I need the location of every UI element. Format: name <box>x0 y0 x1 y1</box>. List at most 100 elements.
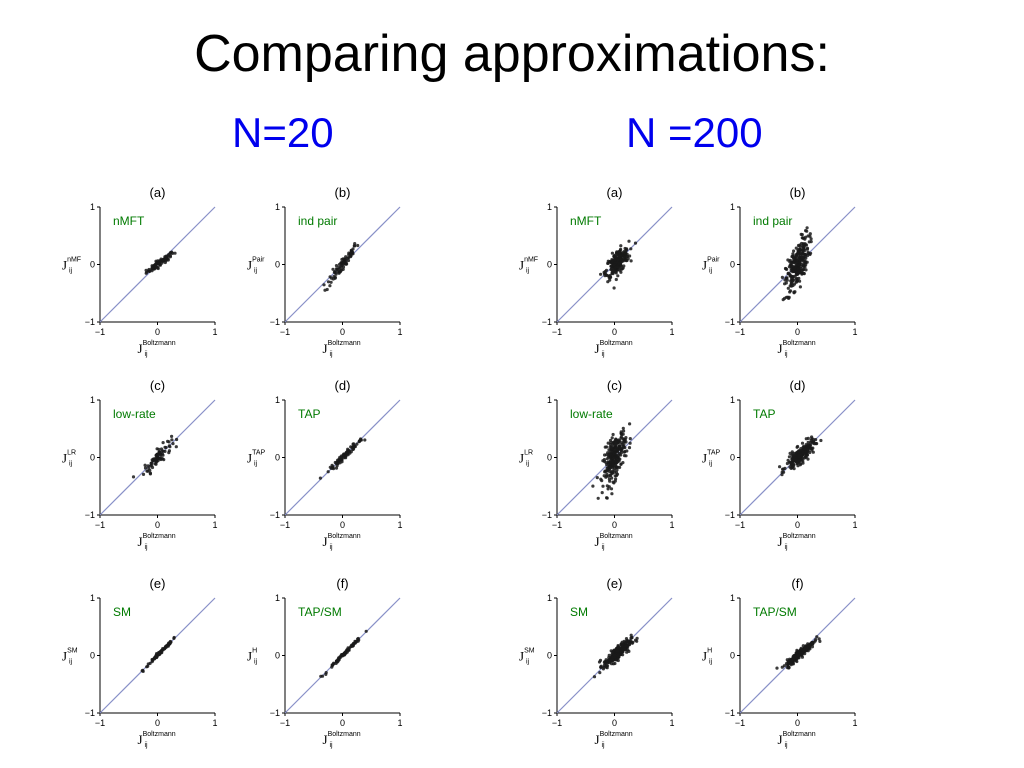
data-point <box>616 654 620 658</box>
data-point <box>326 280 331 284</box>
data-point <box>804 268 808 272</box>
point-cloud <box>775 635 822 670</box>
data-point <box>612 458 617 462</box>
data-point <box>348 451 352 455</box>
data-point <box>322 283 326 287</box>
data-point <box>171 442 175 446</box>
data-point <box>612 286 616 290</box>
data-point <box>801 450 805 455</box>
data-point <box>806 643 810 648</box>
data-point <box>792 654 796 658</box>
data-point <box>629 247 633 251</box>
x-tick-label: 1 <box>852 327 857 337</box>
x-axis-label: JBoltzmann <box>323 731 361 747</box>
data-point <box>811 437 815 441</box>
y-tick-label: 0 <box>730 260 735 270</box>
y-axis-label: JPair <box>247 257 265 273</box>
y-tick-label: −1 <box>725 708 735 718</box>
data-point <box>618 447 623 451</box>
data-point <box>351 446 356 450</box>
data-point <box>628 441 632 445</box>
data-point <box>344 650 348 654</box>
method-label: ind pair <box>753 214 792 228</box>
data-point <box>627 446 632 450</box>
data-point <box>619 436 623 440</box>
data-point <box>346 447 350 451</box>
point-cloud <box>131 434 179 479</box>
data-point <box>602 660 607 665</box>
data-point <box>143 466 148 470</box>
data-point <box>792 467 796 471</box>
data-point <box>808 443 812 447</box>
data-point <box>795 462 799 466</box>
x-axis-label-sub: ij <box>785 544 789 551</box>
data-point <box>346 258 351 263</box>
data-point <box>615 250 619 254</box>
x-axis-label: JBoltzmann <box>323 340 361 356</box>
y-axis-label: JTAP <box>702 450 720 466</box>
data-point <box>810 645 815 649</box>
data-point <box>800 272 804 276</box>
x-axis-label-sub: ij <box>145 742 149 749</box>
data-point <box>800 248 804 252</box>
data-point <box>329 280 333 284</box>
data-point <box>610 436 614 440</box>
x-axis-label: JBoltzmann <box>323 533 361 549</box>
x-tick-label: −1 <box>95 327 105 337</box>
data-point <box>328 284 332 288</box>
data-point <box>607 468 611 472</box>
data-point <box>805 646 809 650</box>
x-tick-label: 1 <box>397 327 402 337</box>
data-point <box>622 450 626 454</box>
data-point <box>158 262 162 266</box>
data-point <box>789 662 793 666</box>
data-point <box>624 259 628 263</box>
data-point <box>601 484 605 488</box>
data-point <box>615 455 620 459</box>
x-axis-label: JBoltzmann <box>778 731 816 747</box>
data-point <box>344 452 349 456</box>
y-tick-label: −1 <box>270 317 280 327</box>
data-point <box>620 649 624 653</box>
data-point <box>339 268 344 272</box>
data-point <box>792 266 797 270</box>
data-point <box>613 661 617 666</box>
data-point <box>804 437 808 441</box>
x-tick-label: 1 <box>397 718 402 728</box>
data-point <box>598 671 602 675</box>
data-point <box>811 441 816 445</box>
x-axis-label: JBoltzmann <box>595 340 633 356</box>
data-point <box>605 274 610 278</box>
data-point <box>622 429 626 433</box>
method-label: nMFT <box>570 214 602 228</box>
data-point <box>633 241 638 245</box>
data-point <box>616 465 620 469</box>
data-point <box>161 441 165 445</box>
data-point <box>171 251 175 255</box>
data-point <box>791 458 796 462</box>
y-tick-label: 1 <box>275 395 280 405</box>
x-axis-label-sub: ij <box>602 351 606 358</box>
data-point <box>785 267 789 271</box>
data-point <box>324 672 328 677</box>
x-tick-label: −1 <box>280 327 290 337</box>
data-point <box>339 456 343 460</box>
data-point <box>784 276 789 280</box>
data-point <box>797 271 801 275</box>
data-point <box>800 441 805 445</box>
data-point <box>613 258 617 262</box>
data-point <box>140 669 144 673</box>
data-point <box>353 242 357 246</box>
data-point <box>798 268 802 272</box>
data-point <box>612 653 616 657</box>
data-point <box>335 660 339 664</box>
data-point <box>786 258 790 262</box>
data-point <box>336 462 340 466</box>
data-point <box>338 655 342 660</box>
data-point <box>789 466 793 470</box>
data-point <box>168 254 172 258</box>
